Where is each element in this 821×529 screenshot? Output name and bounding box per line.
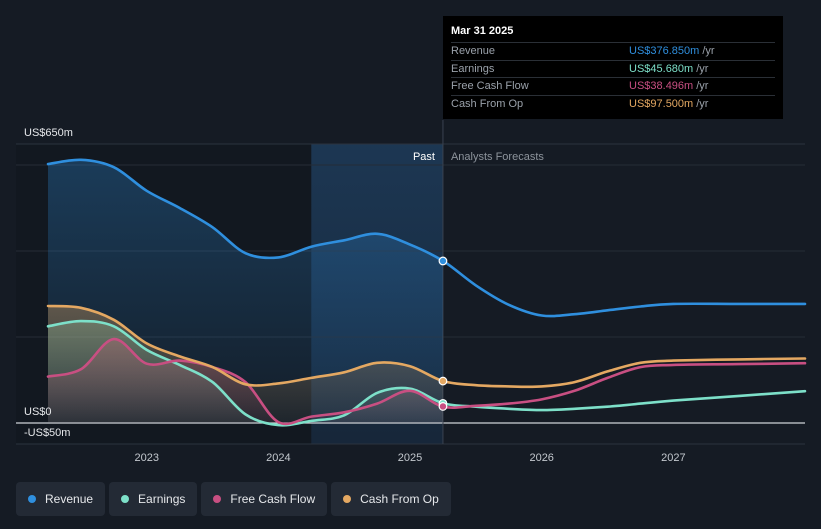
tooltip-row-revenue: Revenue US$376.850m /yr (451, 42, 775, 60)
tooltip-value: US$97.500m (629, 97, 694, 110)
legend-label: Revenue (45, 492, 94, 506)
revenue-point[interactable] (438, 256, 448, 266)
free-cash-flow-line (46, 337, 807, 426)
legend-label: Earnings (138, 492, 186, 506)
past-label: Past (413, 151, 435, 163)
tooltip-label: Free Cash Flow (451, 80, 529, 92)
legend-dot-icon (28, 495, 36, 503)
x-tick-label: 2025 (398, 452, 422, 464)
tooltip-row-earnings: Earnings US$45.680m /yr (451, 59, 775, 78)
legend-label: Cash From Op (360, 492, 439, 506)
x-tick-label: 2023 (134, 452, 158, 464)
x-tick-label: 2027 (661, 452, 685, 464)
chart-legend: Revenue Earnings Free Cash Flow Cash Fro… (16, 482, 451, 516)
tooltip-value: US$38.496m (629, 80, 694, 92)
legend-label: Free Cash Flow (230, 492, 316, 506)
x-tick-label: 2024 (266, 452, 290, 464)
legend-item-free-cash-flow[interactable]: Free Cash Flow (201, 482, 328, 516)
tooltip-label: Cash From Op (451, 97, 524, 110)
axis-labels: US$650m US$0 -US$50m Past Analysts Forecasts… (24, 127, 686, 464)
series-areas (48, 159, 443, 426)
tooltip-label: Revenue (451, 45, 496, 57)
legend-dot-icon (121, 495, 130, 503)
tooltip-label: Earnings (451, 62, 495, 75)
tooltip-value: US$45.680m (629, 62, 694, 75)
hover-tooltip: Mar 31 2025 Revenue US$376.850m /yr Earn… (443, 16, 783, 119)
tooltip-value: US$376.850m (629, 45, 700, 57)
legend-dot-icon (343, 495, 352, 503)
x-tick-label: 2026 (529, 452, 553, 464)
forecast-label: Analysts Forecasts (451, 151, 544, 163)
tooltip-unit: /yr (702, 45, 715, 57)
y-axis-label-zero: US$0 (24, 406, 52, 418)
tooltip-row-free-cash-flow: Free Cash Flow US$38.496m /yr (451, 77, 775, 95)
legend-item-revenue[interactable]: Revenue (16, 482, 106, 516)
y-axis-label-bottom: -US$50m (24, 427, 70, 439)
legend-item-earnings[interactable]: Earnings (109, 482, 198, 516)
series-lines (46, 158, 807, 427)
y-axis-label-top: US$650m (24, 127, 73, 139)
free-cash-flow-point[interactable] (438, 402, 448, 411)
tooltip-date: Mar 31 2025 (451, 25, 514, 37)
legend-item-cash-from-op[interactable]: Cash From Op (331, 482, 451, 516)
tooltip-row-cash-from-op: Cash From Op US$97.500m /yr (451, 94, 775, 113)
cash-from-op-line (46, 304, 807, 389)
cash-from-op-point[interactable] (438, 376, 448, 386)
series-markers (438, 256, 448, 411)
tooltip-unit: /yr (696, 97, 709, 110)
tooltip-unit: /yr (696, 62, 709, 75)
earnings-line (46, 319, 807, 427)
revenue-line (46, 158, 807, 318)
cash-from-op-area (48, 306, 443, 423)
tooltip-unit: /yr (696, 80, 709, 92)
legend-dot-icon (213, 495, 222, 503)
